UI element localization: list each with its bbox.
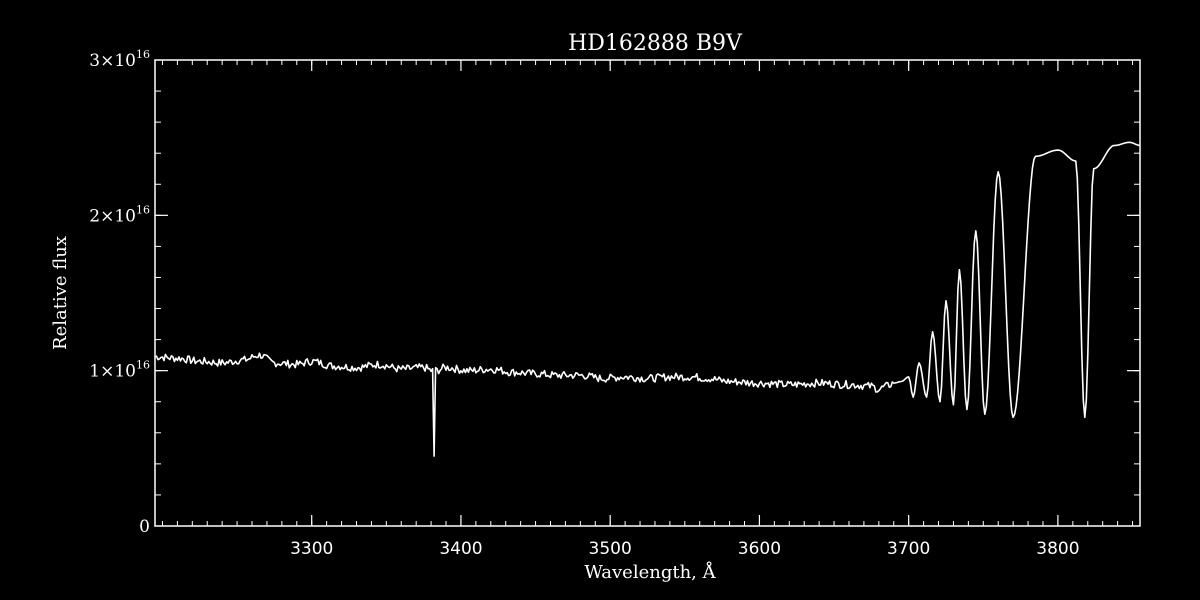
x-tick-label: 3600 <box>738 539 781 559</box>
y-tick-label: 3×1016 <box>89 48 150 71</box>
y-tick-label: 2×1016 <box>89 203 150 226</box>
y-tick-label: 0 <box>139 517 150 537</box>
x-axis-label: Wavelength, Å <box>584 561 716 583</box>
x-tick-label: 3300 <box>290 539 333 559</box>
plot-frame <box>154 59 1141 527</box>
y-axis-label: Relative flux <box>50 236 71 350</box>
x-tick-label: 3700 <box>887 539 930 559</box>
y-tick-labels: 0 1×1016 2×1016 3×1016 <box>89 48 150 537</box>
x-tick-label: 3400 <box>439 539 482 559</box>
y-tick-label: 1×1016 <box>89 359 150 382</box>
x-tick-label: 3800 <box>1036 539 1079 559</box>
spectrum-line <box>154 141 1141 457</box>
x-tick-label: 3500 <box>589 539 632 559</box>
x-tick-labels: 3300 3400 3500 3600 3700 3800 <box>290 539 1079 559</box>
major-ticks <box>155 60 1140 526</box>
chart-title: HD162888 B9V <box>568 31 743 56</box>
